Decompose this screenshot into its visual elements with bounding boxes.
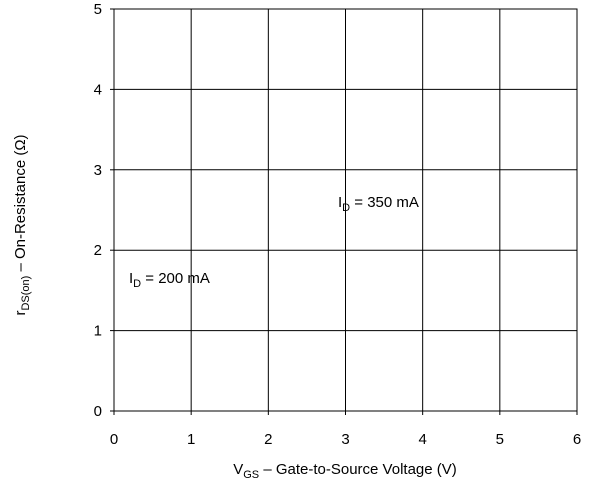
x-tick-label: 1 <box>187 431 195 448</box>
x-tick-label: 6 <box>573 431 581 448</box>
y-tick-label: 3 <box>94 162 102 179</box>
y-tick-label: 1 <box>94 323 102 340</box>
grid <box>110 8 578 415</box>
annotation-id-350: ID = 350 mA <box>338 194 419 214</box>
y-tick-labels: 0 1 2 3 4 5 <box>94 1 102 420</box>
x-tick-label: 4 <box>418 431 426 448</box>
x-tick-labels: 0 1 2 3 4 5 6 <box>110 431 581 448</box>
x-tick-label: 0 <box>110 431 118 448</box>
y-tick-label: 2 <box>94 242 102 259</box>
annotation-id-200: ID = 200 mA <box>129 270 210 290</box>
y-tick-label: 0 <box>94 403 102 420</box>
x-axis-label: VGS – Gate-to-Source Voltage (V) <box>233 461 457 481</box>
y-tick-label: 4 <box>94 81 102 98</box>
x-tick-label: 3 <box>341 431 349 448</box>
y-axis-label: rDS(on) – On-Resistance (Ω) <box>12 134 32 315</box>
y-tick-label: 5 <box>94 1 102 18</box>
x-tick-label: 2 <box>264 431 272 448</box>
x-tick-label: 5 <box>496 431 504 448</box>
